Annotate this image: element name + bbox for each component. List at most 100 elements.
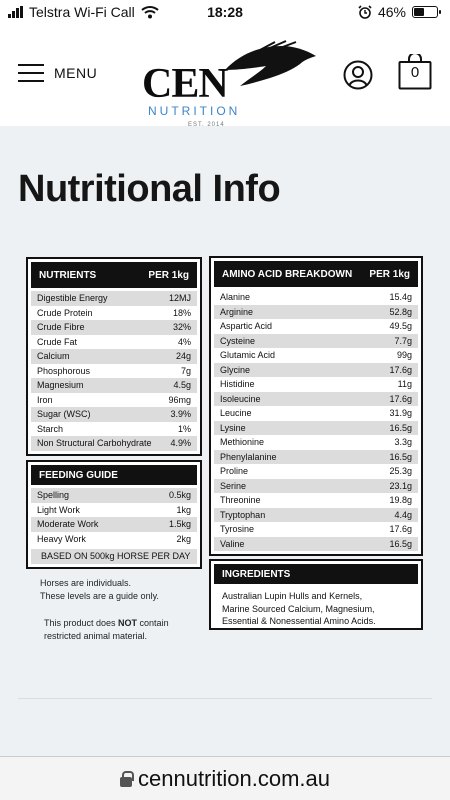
row-value: 1.5kg [168, 519, 191, 530]
row-value: 19.8g [389, 495, 412, 506]
row-label: Lysine [220, 422, 246, 433]
table-row: Spelling 0.5kg [31, 488, 197, 503]
row-label: Light Work [37, 504, 80, 515]
note-line-1: Horses are individuals. [40, 578, 132, 588]
nutrients-header: NUTRIENTS PER 1kg [31, 262, 197, 288]
ingredients-box: INGREDIENTS Australian Lupin Hulls and K… [209, 559, 423, 630]
ingredients-line-3: Essential & Nonessential Amino Acids. [222, 616, 376, 626]
table-row: Light Work 1kg [31, 503, 197, 518]
row-value: 1kg [176, 504, 191, 515]
horse-head-icon [225, 40, 316, 86]
amino-rows: Alanine 15.4g Arginine 52.8g Aspartic Acid 49… [214, 290, 418, 551]
wifi-icon [141, 6, 159, 19]
row-value: 4.4g [394, 509, 412, 520]
row-value: 0.5kg [168, 490, 191, 501]
feeding-rows: Spelling 0.5kg Light Work 1kg Moderate Work 1… [31, 488, 197, 546]
note-line-2: These levels are a guide only. [40, 591, 159, 601]
row-label: Phosphorous [37, 365, 91, 376]
nutrients-title: NUTRIENTS [39, 269, 97, 281]
table-row: Magnesium 4.5g [31, 378, 197, 393]
row-value: 99g [396, 350, 412, 361]
row-label: Glutamic Acid [220, 350, 276, 361]
row-value: 11g [397, 379, 412, 390]
table-row: Phosphorous 7g [31, 364, 197, 379]
status-bar: Telstra Wi-Fi Call 18:28 46% [0, 0, 450, 26]
row-value: 31.9g [389, 408, 412, 419]
row-label: Heavy Work [37, 533, 86, 544]
row-value: 1% [177, 423, 191, 434]
signal-bars-icon [8, 6, 23, 18]
feeding-guide-table: FEEDING GUIDE Spelling 0.5kg Light Work 1kg… [26, 460, 202, 569]
row-value: 23.1g [389, 480, 412, 491]
row-label: Tyrosine [220, 524, 255, 535]
row-label: Arginine [220, 306, 254, 317]
guide-note: Horses are individuals. These levels are… [40, 577, 159, 603]
row-value: 15.4g [389, 292, 412, 303]
nutrients-table: NUTRIENTS PER 1kg Digestible Energy 12MJ C… [26, 257, 202, 456]
menu-button[interactable]: MENU [18, 64, 97, 82]
row-label: Digestible Energy [37, 293, 108, 304]
row-value: 4.5g [173, 380, 191, 391]
table-row: Valine 16.5g [214, 536, 418, 551]
cart-button[interactable]: 0 [398, 54, 432, 90]
table-row: Non Structural Carbohydrate 4.9% [31, 436, 197, 451]
table-row: Iron 96mg [31, 393, 197, 408]
row-label: Crude Fat [37, 336, 78, 347]
note-line-4: restricted animal material. [44, 631, 148, 641]
table-row: Digestible Energy 12MJ [31, 291, 197, 306]
table-row: Crude Protein 18% [31, 306, 197, 321]
row-value: 7g [180, 365, 191, 376]
feeding-basis-text: BASED ON 500kg HORSE PER DAY [41, 551, 191, 562]
table-row: Methionine 3.3g [214, 435, 418, 450]
table-row: Glutamic Acid 99g [214, 348, 418, 363]
status-right: 46% [358, 4, 441, 20]
ingredients-line-1: Australian Lupin Hulls and Kernels, [222, 591, 363, 601]
row-label: Sugar (WSC) [37, 409, 91, 420]
table-row: Tyrosine 17.6g [214, 522, 418, 537]
row-label: Aspartic Acid [220, 321, 273, 332]
battery-percent: 46% [377, 4, 406, 20]
row-label: Iron [37, 394, 53, 405]
browser-url-bar[interactable]: cennutrition.com.au [0, 756, 450, 800]
restricted-material-note: This product does NOT contain restricted… [44, 617, 169, 643]
table-row: Alanine 15.4g [214, 290, 418, 305]
table-row: Aspartic Acid 49.5g [214, 319, 418, 334]
row-label: Proline [220, 466, 249, 477]
row-label: Tryptophan [220, 509, 266, 520]
row-value: 25.3g [389, 466, 412, 477]
logo-subtitle: NUTRITION [148, 104, 241, 118]
row-value: 32% [172, 322, 191, 333]
ingredients-title: INGREDIENTS [222, 568, 291, 580]
battery-icon [412, 6, 441, 18]
table-row: Serine 23.1g [214, 478, 418, 493]
cart-count: 0 [410, 64, 420, 81]
row-label: Moderate Work [37, 519, 99, 530]
table-row: Crude Fibre 32% [31, 320, 197, 335]
site-header: MENU CEN NUTRITION EST. 2014 0 [0, 26, 450, 128]
feeding-basis: BASED ON 500kg HORSE PER DAY [31, 549, 197, 564]
row-value: 17.6g [389, 364, 412, 375]
row-value: 16.5g [389, 451, 412, 462]
table-row: Moderate Work 1.5kg [31, 517, 197, 532]
row-label: Threonine [220, 495, 261, 506]
row-label: Magnesium [37, 380, 84, 391]
table-row: Calcium 24g [31, 349, 197, 364]
user-icon[interactable] [343, 60, 373, 90]
row-label: Starch [37, 423, 64, 434]
row-label: Leucine [220, 408, 252, 419]
row-label: Methionine [220, 437, 265, 448]
table-row: Threonine 19.8g [214, 493, 418, 508]
lock-icon [120, 770, 134, 787]
table-row: Crude Fat 4% [31, 335, 197, 350]
row-label: Calcium [37, 351, 70, 362]
row-value: 4% [177, 336, 191, 347]
shopping-bag-icon [398, 54, 432, 90]
row-value: 7.7g [394, 335, 412, 346]
row-label: Alanine [220, 292, 251, 303]
ingredients-text: Australian Lupin Hulls and Kernels, Mari… [214, 584, 418, 630]
cen-nutrition-logo[interactable]: CEN NUTRITION EST. 2014 [140, 40, 320, 128]
menu-label: MENU [54, 65, 98, 81]
ingredients-header: INGREDIENTS [214, 564, 418, 584]
row-value: 16.5g [389, 538, 412, 549]
url-text: cennutrition.com.au [138, 765, 330, 791]
